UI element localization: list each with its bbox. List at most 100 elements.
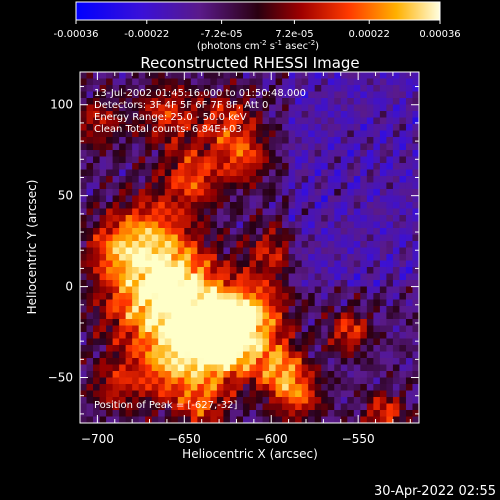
heatmap-pixel <box>197 371 205 379</box>
heatmap-pixel <box>229 137 238 145</box>
heatmap-pixel <box>158 397 166 405</box>
heatmap-pixel <box>203 150 211 158</box>
heatmap-pixel <box>412 221 419 229</box>
heatmap-pixel <box>145 176 153 184</box>
heatmap-pixel <box>275 137 283 145</box>
heatmap-pixel <box>216 384 225 392</box>
heatmap-pixel <box>334 163 342 171</box>
heatmap-pixel <box>138 91 146 99</box>
heatmap-pixel <box>399 384 407 392</box>
heatmap-pixel <box>93 228 101 236</box>
heatmap-pixel <box>203 364 211 372</box>
heatmap-pixel <box>386 332 394 340</box>
heatmap-pixel <box>138 156 146 164</box>
heatmap-pixel <box>177 247 185 255</box>
heatmap-pixel <box>275 234 283 242</box>
heatmap-pixel <box>412 104 419 112</box>
heatmap-pixel <box>86 371 94 379</box>
heatmap-pixel <box>295 234 303 242</box>
heatmap-pixel <box>366 150 374 158</box>
heatmap-pixel <box>203 397 211 405</box>
heatmap-pixel <box>353 332 361 340</box>
heatmap-pixel <box>360 397 368 405</box>
heatmap-pixel <box>229 117 238 125</box>
heatmap-pixel <box>282 241 290 249</box>
heatmap-pixel <box>392 338 401 346</box>
heatmap-pixel <box>177 267 185 275</box>
heatmap-pixel <box>347 332 355 340</box>
heatmap-pixel <box>112 78 120 86</box>
heatmap-pixel <box>314 195 322 203</box>
heatmap-pixel <box>80 241 88 249</box>
heatmap-pixel <box>321 189 329 197</box>
heatmap-pixel <box>203 377 211 385</box>
heatmap-pixel <box>295 345 303 353</box>
heatmap-pixel <box>353 312 361 320</box>
heatmap-pixel <box>392 351 401 359</box>
heatmap-pixel <box>132 312 140 320</box>
heatmap-pixel <box>242 390 251 398</box>
heatmap-pixel <box>145 150 153 158</box>
heatmap-pixel <box>321 403 329 411</box>
heatmap-pixel <box>386 390 394 398</box>
heatmap-pixel <box>216 72 225 80</box>
heatmap-pixel <box>119 189 127 197</box>
heatmap-pixel <box>295 189 303 197</box>
heatmap-pixel <box>164 189 172 197</box>
heatmap-pixel <box>242 371 251 379</box>
heatmap-pixel <box>210 104 218 112</box>
heatmap-pixel <box>256 176 264 184</box>
heatmap-pixel <box>327 111 335 119</box>
heatmap-pixel <box>353 397 361 405</box>
heatmap-pixel <box>177 312 185 320</box>
heatmap-pixel <box>321 143 329 151</box>
heatmap-pixel <box>171 117 179 125</box>
heatmap-pixel <box>99 247 107 255</box>
heatmap-pixel <box>171 345 179 353</box>
heatmap-pixel <box>80 312 88 320</box>
heatmap-pixel <box>399 325 407 333</box>
heatmap-pixel <box>249 72 257 80</box>
heatmap-pixel <box>308 137 316 145</box>
heatmap-pixel <box>112 345 120 353</box>
heatmap-pixel <box>138 228 146 236</box>
heatmap-pixel <box>223 91 231 99</box>
heatmap-pixel <box>210 267 218 275</box>
heatmap-pixel <box>171 397 179 405</box>
heatmap-pixel <box>145 403 153 411</box>
heatmap-pixel <box>360 91 368 99</box>
heatmap-pixel <box>379 130 387 138</box>
heatmap-pixel <box>223 202 231 210</box>
heatmap-pixel <box>93 137 101 145</box>
heatmap-pixel <box>197 221 205 229</box>
heatmap-pixel <box>93 319 101 327</box>
heatmap-pixel <box>275 182 283 190</box>
heatmap-pixel <box>164 319 172 327</box>
heatmap-pixel <box>379 260 387 268</box>
heatmap-pixel <box>386 351 394 359</box>
heatmap-pixel <box>334 254 342 262</box>
heatmap-pixel <box>242 384 251 392</box>
heatmap-pixel <box>282 312 290 320</box>
heatmap-pixel <box>275 306 283 314</box>
heatmap-pixel <box>203 228 211 236</box>
heatmap-pixel <box>288 325 296 333</box>
heatmap-pixel <box>132 208 140 216</box>
heatmap-pixel <box>405 260 414 268</box>
heatmap-pixel <box>282 176 290 184</box>
heatmap-pixel <box>184 410 192 418</box>
heatmap-pixel <box>203 325 211 333</box>
heatmap-pixel <box>366 78 374 86</box>
heatmap-pixel <box>223 286 231 294</box>
heatmap-pixel <box>295 286 303 294</box>
heatmap-pixel <box>184 78 192 86</box>
heatmap-pixel <box>106 267 114 275</box>
heatmap-pixel <box>321 202 329 210</box>
heatmap-pixel <box>223 332 231 340</box>
heatmap-pixel <box>366 241 374 249</box>
heatmap-pixel <box>184 234 192 242</box>
heatmap-pixel <box>256 397 264 405</box>
heatmap-pixel <box>158 299 166 307</box>
heatmap-pixel <box>132 403 140 411</box>
heatmap-pixel <box>138 345 146 353</box>
